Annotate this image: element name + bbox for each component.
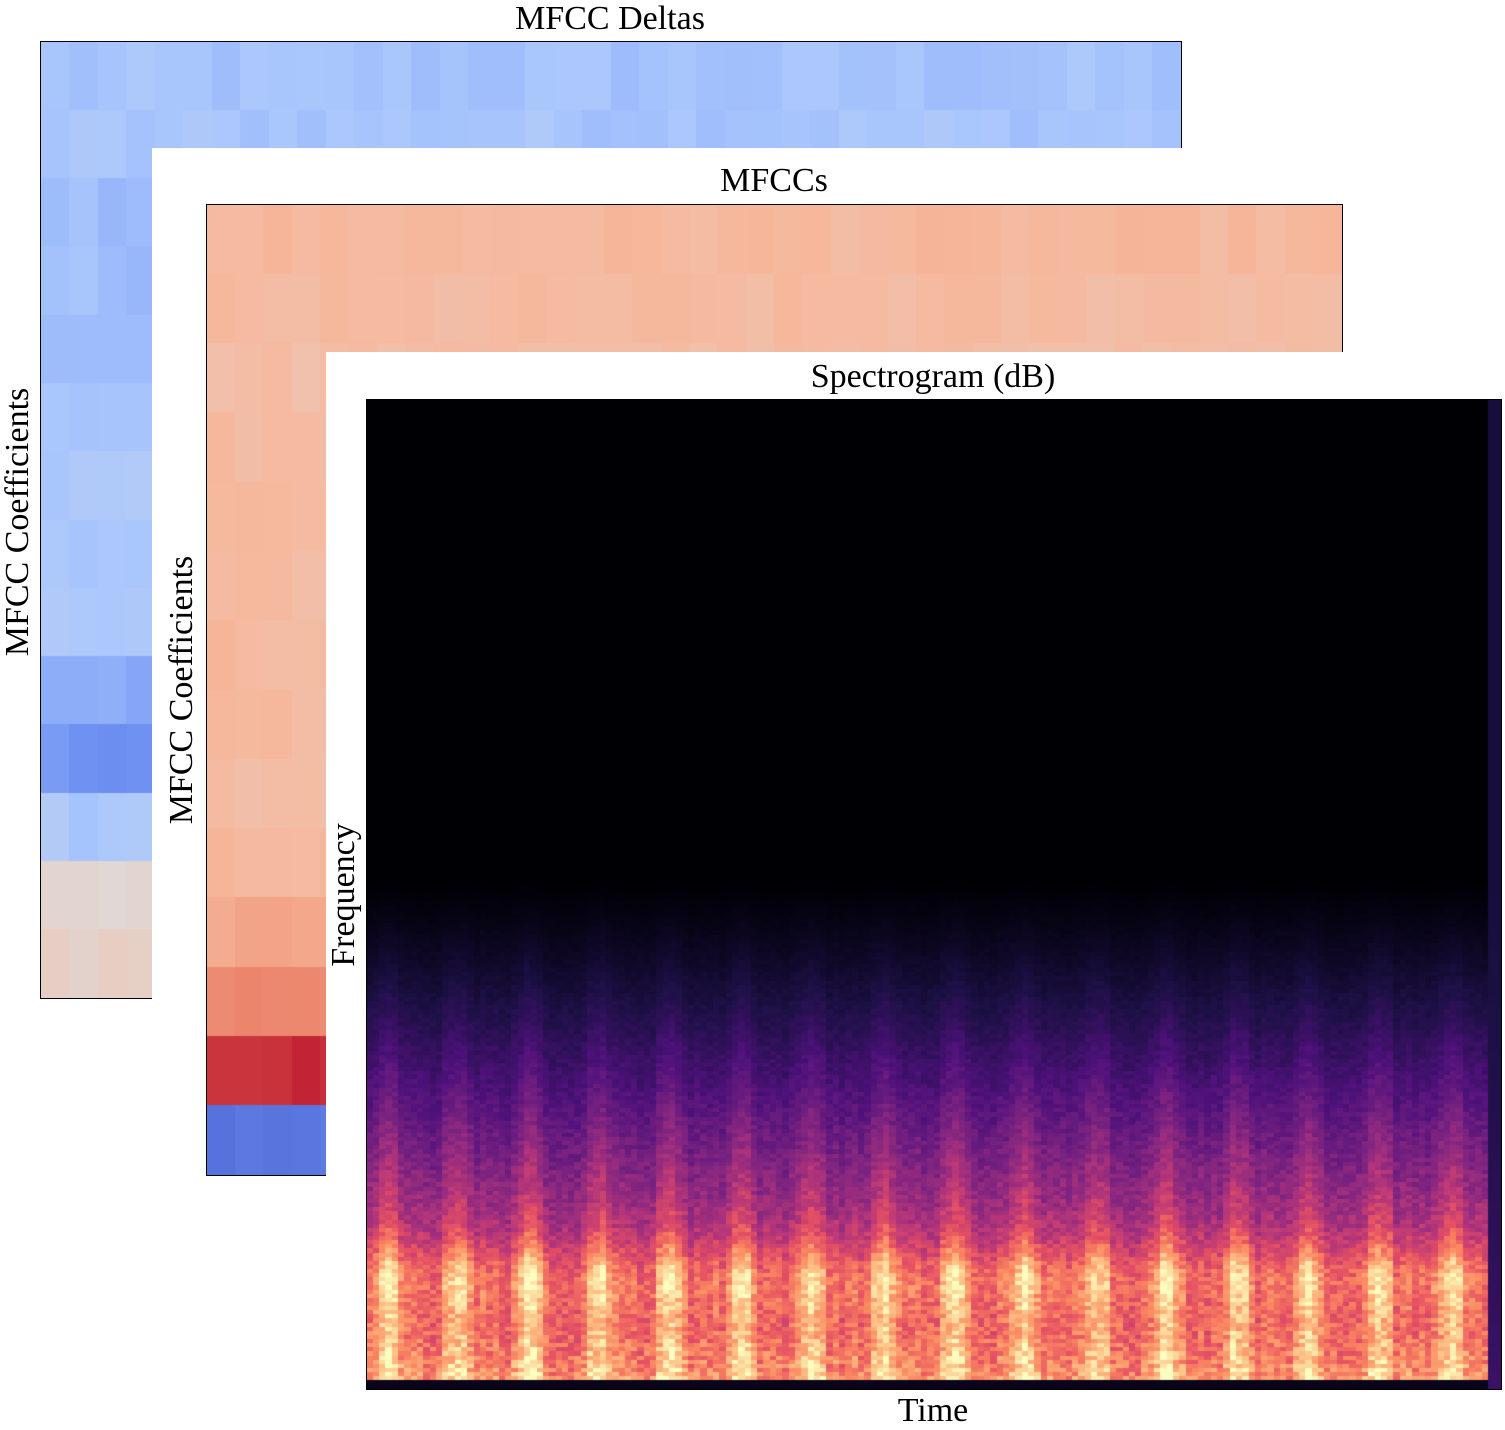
mfcc-deltas-title: MFCC Deltas bbox=[515, 0, 705, 37]
spectrogram-x-axis-label: Time bbox=[897, 1392, 969, 1429]
mfccs-title: MFCCs bbox=[720, 162, 828, 199]
mfcc-deltas-y-axis-label: MFCC Coefficients bbox=[0, 387, 36, 657]
spectrogram-title: Spectrogram (dB) bbox=[810, 358, 1056, 395]
mfccs-y-axis-label: MFCC Coefficients bbox=[163, 555, 200, 825]
spectrogram-y-axis-label: Frequency bbox=[325, 823, 362, 967]
spectrogram-cells bbox=[367, 400, 1501, 1389]
spectrogram-heatmap bbox=[366, 399, 1502, 1390]
